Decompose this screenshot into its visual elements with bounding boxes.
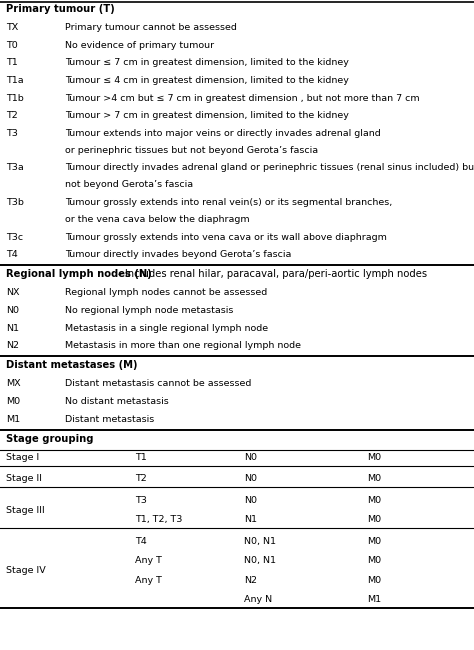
- Text: N0, N1: N0, N1: [244, 537, 276, 546]
- Text: M0: M0: [367, 474, 382, 484]
- Text: T1: T1: [6, 58, 18, 68]
- Text: Tumour grossly extends into renal vein(s) or its segmental branches,: Tumour grossly extends into renal vein(s…: [65, 198, 392, 207]
- Text: Tumour directly invades beyond Gerota’s fascia: Tumour directly invades beyond Gerota’s …: [65, 250, 292, 259]
- Text: Any N: Any N: [244, 595, 272, 604]
- Text: M0: M0: [367, 453, 382, 462]
- Text: NX: NX: [6, 289, 19, 297]
- Text: T0: T0: [6, 41, 18, 49]
- Text: T1b: T1b: [6, 94, 23, 103]
- Text: No regional lymph node metastasis: No regional lymph node metastasis: [65, 306, 234, 315]
- Text: Primary tumour (T): Primary tumour (T): [6, 4, 114, 14]
- Text: Stage I: Stage I: [6, 453, 39, 462]
- Text: Metastasis in more than one regional lymph node: Metastasis in more than one regional lym…: [65, 341, 301, 350]
- Text: Stage IV: Stage IV: [6, 566, 46, 575]
- Text: Tumour grossly extends into vena cava or its wall above diaphragm: Tumour grossly extends into vena cava or…: [65, 233, 387, 242]
- Text: Stage II: Stage II: [6, 474, 42, 484]
- Text: N0: N0: [244, 496, 257, 505]
- Text: T3: T3: [135, 496, 147, 505]
- Text: T1: T1: [135, 453, 147, 462]
- Text: TX: TX: [6, 23, 18, 32]
- Text: M0: M0: [367, 556, 382, 566]
- Text: No evidence of primary tumour: No evidence of primary tumour: [65, 41, 215, 49]
- Text: Tumour extends into major veins or directly invades adrenal gland: Tumour extends into major veins or direc…: [65, 129, 381, 138]
- Text: T3c: T3c: [6, 233, 23, 242]
- Text: not beyond Gerota’s fascia: not beyond Gerota’s fascia: [65, 180, 193, 189]
- Text: T4: T4: [6, 250, 18, 259]
- Text: Any T: Any T: [135, 576, 162, 585]
- Text: T3a: T3a: [6, 163, 23, 172]
- Text: M1: M1: [367, 595, 382, 604]
- Text: or the vena cava below the diaphragm: or the vena cava below the diaphragm: [65, 215, 250, 224]
- Text: Tumour ≤ 7 cm in greatest dimension, limited to the kidney: Tumour ≤ 7 cm in greatest dimension, lim…: [65, 58, 349, 68]
- Text: N1: N1: [244, 515, 257, 525]
- Text: T4: T4: [135, 537, 147, 546]
- Text: M0: M0: [367, 537, 382, 546]
- Text: M0: M0: [367, 496, 382, 505]
- Text: T2: T2: [6, 111, 18, 120]
- Text: Stage grouping: Stage grouping: [6, 434, 93, 443]
- Text: Stage III: Stage III: [6, 506, 45, 515]
- Text: Distant metastasis cannot be assessed: Distant metastasis cannot be assessed: [65, 380, 252, 388]
- Text: T3b: T3b: [6, 198, 24, 207]
- Text: N0: N0: [244, 474, 257, 484]
- Text: N0: N0: [244, 453, 257, 462]
- Text: T3: T3: [6, 129, 18, 138]
- Text: Distant metastases (M): Distant metastases (M): [6, 360, 137, 370]
- Text: Regional lymph nodes (N): Regional lymph nodes (N): [6, 269, 151, 279]
- Text: MX: MX: [6, 380, 20, 388]
- Text: N0, N1: N0, N1: [244, 556, 276, 566]
- Text: M1: M1: [6, 415, 20, 424]
- Text: T1, T2, T3: T1, T2, T3: [135, 515, 182, 525]
- Text: M0: M0: [6, 397, 20, 406]
- Text: N2: N2: [6, 341, 18, 350]
- Text: Metastasis in a single regional lymph node: Metastasis in a single regional lymph no…: [65, 324, 269, 333]
- Text: - Includes renal hilar, paracaval, para/peri-aortic lymph nodes: - Includes renal hilar, paracaval, para/…: [115, 269, 427, 279]
- Text: or perinephric tissues but not beyond Gerota’s fascia: or perinephric tissues but not beyond Ge…: [65, 146, 319, 155]
- Text: Primary tumour cannot be assessed: Primary tumour cannot be assessed: [65, 23, 237, 32]
- Text: Any T: Any T: [135, 556, 162, 566]
- Text: T2: T2: [135, 474, 147, 484]
- Text: N0: N0: [6, 306, 18, 315]
- Text: N1: N1: [6, 324, 18, 333]
- Text: M0: M0: [367, 515, 382, 525]
- Text: N2: N2: [244, 576, 257, 585]
- Text: Distant metastasis: Distant metastasis: [65, 415, 155, 424]
- Text: M0: M0: [367, 576, 382, 585]
- Text: Tumour > 7 cm in greatest dimension, limited to the kidney: Tumour > 7 cm in greatest dimension, lim…: [65, 111, 349, 120]
- Text: Tumour >4 cm but ≤ 7 cm in greatest dimension , but not more than 7 cm: Tumour >4 cm but ≤ 7 cm in greatest dime…: [65, 94, 420, 103]
- Text: T1a: T1a: [6, 76, 23, 85]
- Text: Tumour ≤ 4 cm in greatest dimension, limited to the kidney: Tumour ≤ 4 cm in greatest dimension, lim…: [65, 76, 349, 85]
- Text: No distant metastasis: No distant metastasis: [65, 397, 169, 406]
- Text: Tumour directly invades adrenal gland or perinephric tissues (renal sinus includ: Tumour directly invades adrenal gland or…: [65, 163, 474, 172]
- Text: Regional lymph nodes cannot be assessed: Regional lymph nodes cannot be assessed: [65, 289, 268, 297]
